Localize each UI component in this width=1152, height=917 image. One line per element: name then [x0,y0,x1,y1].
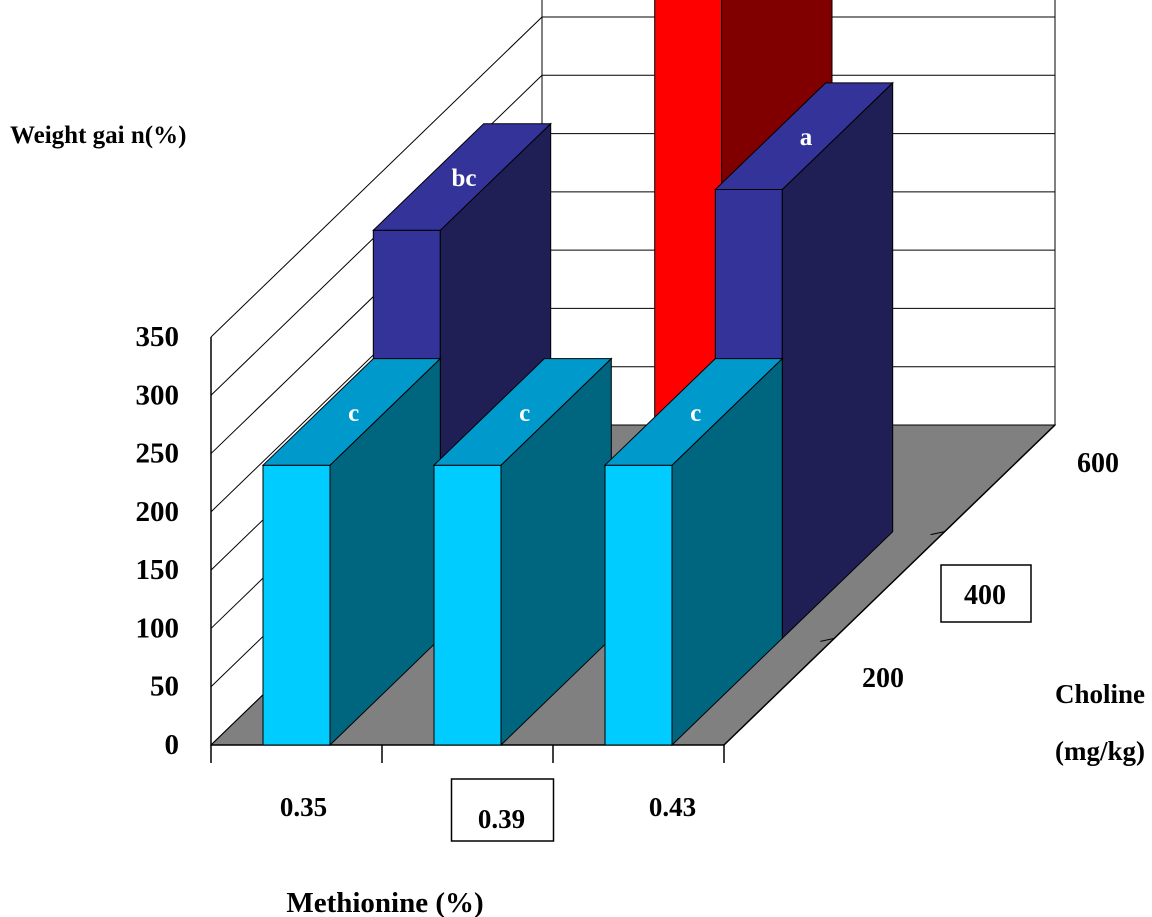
y-tick-label: 150 [136,554,180,586]
z-tick-label: 400 [964,580,1006,611]
bar-top [261,358,442,466]
chart-bars: abbcaccc [261,0,894,747]
bar-letter: c [690,400,701,427]
z-axis-title-line2: (mg/kg) [1055,736,1145,766]
bar-letter: c [348,400,359,427]
x-tick-label: 0.35 [280,792,327,822]
x-tick-label: 0.39 [478,804,525,834]
z-axis-title-line1: Choline [1055,679,1145,709]
bar-letter: c [519,400,530,427]
z-tick-label: 200 [862,663,904,694]
x-axis-title: Methionine (%) [286,887,483,917]
bar-front [604,464,673,746]
z-axis-line [723,424,1056,746]
z-tick-label: 600 [1077,448,1119,479]
bar-top [432,358,613,466]
bar-front [433,464,502,746]
bar-top [603,358,784,466]
y-tick-label: 50 [150,671,179,703]
y-tick-label: 0 [165,729,180,761]
y-axis-title: Weight gai n(%) [10,122,186,149]
y-tick-label: 100 [136,612,180,644]
y-tick-label: 200 [136,496,180,528]
bar-front [262,464,331,746]
y-tick-label: 350 [136,321,180,353]
bar-top [714,82,894,190]
x-tick-label: 0.43 [649,792,696,822]
y-tick-label: 250 [136,438,180,470]
gridline-side [210,16,543,338]
y-tick-label: 300 [136,379,180,411]
bar-letter: a [800,124,813,151]
bar-top [372,123,552,231]
z-tick [930,531,945,536]
bar-letter: bc [452,165,477,192]
z-tick [820,637,835,642]
z-label-box [940,564,1032,623]
chart-labels: Weight gai n(%) Methionine (%) Choline (… [10,122,1145,917]
x-label-box [450,778,555,842]
